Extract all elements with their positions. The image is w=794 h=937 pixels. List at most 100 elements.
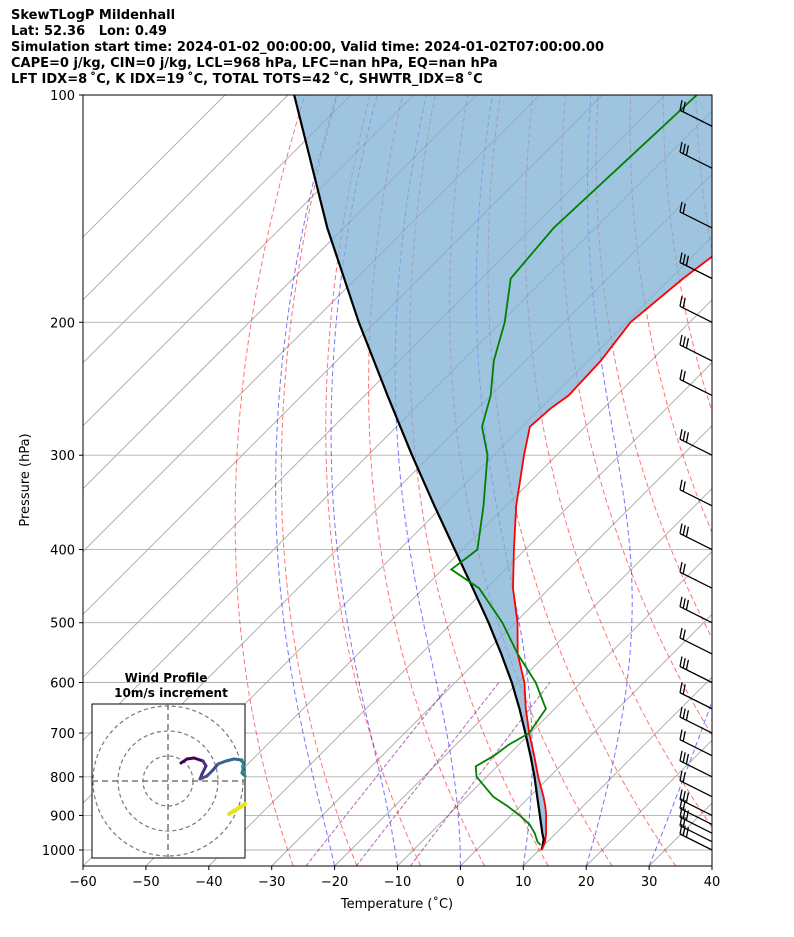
- wind-barb-flag: [682, 790, 686, 802]
- wind-barbs: [679, 100, 713, 851]
- wind-barb-flag: [679, 706, 683, 718]
- index-label: LFT IDX=8 ˚C, K IDX=19 ˚C, TOTAL TOTS=42…: [11, 72, 483, 87]
- x-tick-label: −20: [321, 875, 348, 890]
- wind-barb-flag: [685, 432, 690, 443]
- y-tick-label: 200: [50, 316, 75, 331]
- dry-adiabat: [595, 95, 712, 640]
- wind-barb-staff: [679, 211, 713, 229]
- x-tick-label: −60: [69, 875, 96, 890]
- wind-barb-flag: [682, 481, 686, 492]
- wind-barb: [679, 706, 713, 734]
- y-tick-label: 300: [50, 449, 75, 464]
- x-tick-label: −50: [132, 875, 159, 890]
- wind-barb-flag: [679, 369, 683, 380]
- wind-barb-staff: [679, 489, 713, 507]
- hodograph-trace: [240, 771, 247, 778]
- wind-barb-staff: [679, 798, 713, 817]
- hodograph-subtitle: 10m/s increment: [114, 686, 228, 700]
- moist-adiabat: [275, 95, 338, 866]
- wind-barb-staff: [679, 825, 713, 843]
- dry-adiabat: [280, 95, 358, 866]
- wind-barb: [679, 789, 713, 817]
- wind-barb-flag: [685, 792, 690, 803]
- dry-adiabat: [234, 95, 306, 866]
- wind-barb-flag: [682, 598, 686, 609]
- hodograph-trace: [192, 756, 205, 763]
- wind-barb-flag: [679, 142, 683, 153]
- wind-barb-flag: [679, 627, 683, 639]
- wind-barb: [679, 770, 713, 798]
- wind-barb-flag: [685, 145, 690, 156]
- wind-barb: [679, 296, 713, 323]
- dry-adiabat: [662, 95, 712, 413]
- x-tick-label: 30: [641, 875, 658, 890]
- wind-barb-flag: [685, 659, 690, 670]
- hodograph-title: Wind Profile: [125, 671, 208, 685]
- wind-barb-flag: [685, 255, 690, 266]
- isotherm-line: [711, 865, 712, 866]
- wind-barb-flag: [682, 825, 686, 836]
- wind-barb-flag: [685, 337, 690, 349]
- mixing-ratio-line: [355, 682, 500, 866]
- y-tick-label: 1000: [42, 844, 75, 859]
- wind-barb-flag: [682, 684, 686, 695]
- wind-barb-staff: [679, 305, 713, 323]
- x-tick-label: 40: [704, 875, 721, 890]
- wind-barb-staff: [679, 739, 713, 757]
- wind-barb-flag: [685, 827, 690, 838]
- wind-barb-flag: [682, 629, 686, 640]
- x-axis-label: Temperature (˚C): [340, 896, 453, 912]
- wind-barb-staff: [679, 344, 713, 362]
- wind-barb: [679, 142, 713, 169]
- wind-barb-flag: [685, 526, 690, 537]
- wind-barb-flag: [682, 101, 686, 112]
- isotherm-line: [460, 613, 712, 866]
- parcel-path-line: [293, 95, 545, 851]
- wind-barb-flag: [682, 752, 686, 763]
- location-label: Lat: 52.36 Lon: 0.49: [11, 24, 167, 39]
- wind-barb: [679, 479, 713, 507]
- x-tick-label: −40: [195, 875, 222, 890]
- wind-barb: [679, 729, 713, 757]
- isotherm-line: [522, 676, 712, 866]
- wind-barb-staff: [679, 109, 713, 127]
- wind-barb-flag: [679, 296, 683, 307]
- dry-adiabat: [560, 95, 712, 737]
- wind-barb-flag: [679, 201, 683, 213]
- cape-label: CAPE=0 j/kg, CIN=0 j/kg, LCL=968 hPa, LF…: [11, 56, 498, 71]
- dry-adiabat: [368, 95, 485, 866]
- y-tick-label: 900: [50, 809, 75, 824]
- wind-barb-flag: [682, 430, 686, 441]
- wind-barb-staff: [679, 760, 713, 778]
- wind-barb-flag: [682, 731, 686, 742]
- chart-curves: [293, 95, 712, 851]
- x-tick-label: 20: [578, 875, 595, 890]
- wind-barb-staff: [679, 665, 713, 684]
- isotherm-line: [271, 425, 712, 866]
- wind-barb-flag: [685, 753, 690, 765]
- hodograph-trace: [227, 802, 247, 816]
- wind-barb-staff: [679, 151, 713, 169]
- plot-title: SkewTLogP Mildenhall: [11, 8, 176, 23]
- wind-barb-flag: [682, 253, 686, 265]
- isotherm-line: [334, 487, 712, 866]
- y-tick-label: 500: [50, 617, 75, 632]
- wind-barb: [679, 100, 713, 127]
- isotherm-line: [83, 95, 226, 238]
- wind-barb-flag: [679, 100, 683, 111]
- wind-barb: [679, 682, 713, 710]
- wind-barb-flag: [682, 525, 686, 536]
- wind-barb-flag: [682, 708, 686, 719]
- wind-barb: [679, 369, 713, 397]
- isotherm-line: [83, 95, 415, 427]
- wind-barb-staff: [679, 807, 713, 826]
- wind-barb-flag: [679, 789, 683, 800]
- wind-barb-flag: [682, 563, 686, 574]
- wind-barb-staff: [679, 637, 713, 655]
- wind-barb: [679, 334, 713, 362]
- x-tick-label: −30: [258, 875, 285, 890]
- wind-barb-flag: [679, 596, 683, 607]
- wind-barb-staff: [679, 606, 713, 624]
- moist-adiabat: [330, 95, 398, 866]
